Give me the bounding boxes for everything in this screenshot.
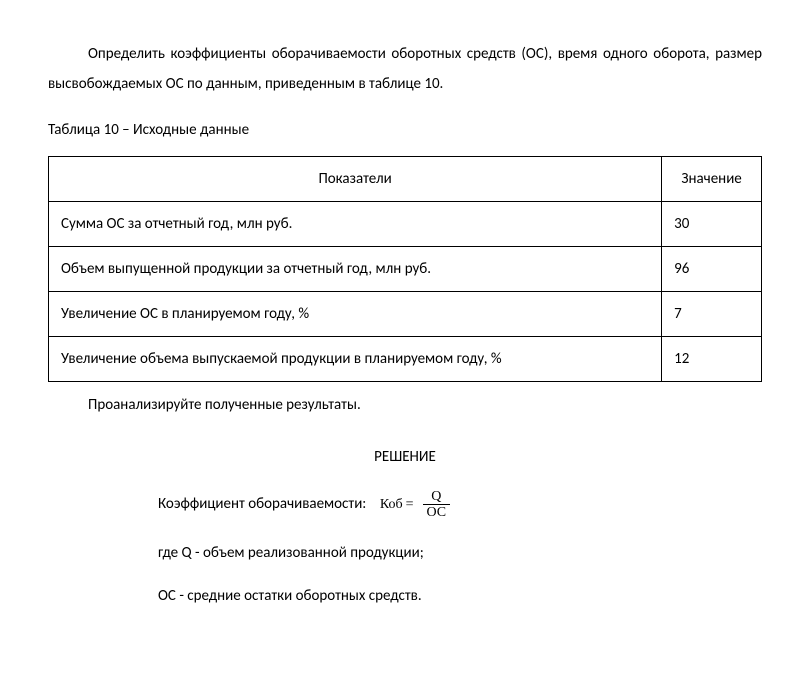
definition-q: где Q - объем реализованной продукции; xyxy=(48,542,762,565)
formula-expression: Коб = Q ОС xyxy=(372,489,450,521)
solution-heading: РЕШЕНИЕ xyxy=(48,446,762,469)
table-cell-value: 7 xyxy=(662,291,762,336)
fraction: Q ОС xyxy=(423,489,451,521)
table-cell-value: 30 xyxy=(662,201,762,246)
table-cell-label: Увеличение ОС в планируемом году, % xyxy=(49,291,662,336)
table-cell-label: Сумма ОС за отчетный год, млн руб. xyxy=(49,201,662,246)
table-cell-value: 96 xyxy=(662,246,762,291)
table-header-indicators: Показатели xyxy=(49,156,662,201)
table-row: Сумма ОС за отчетный год, млн руб. 30 xyxy=(49,201,762,246)
fraction-denominator: ОС xyxy=(423,504,451,520)
table-cell-label: Увеличение объема выпускаемой продукции … xyxy=(49,336,662,381)
definition-os: ОС - средние остатки оборотных средств. xyxy=(48,585,762,608)
table-row: Увеличение объема выпускаемой продукции … xyxy=(49,336,762,381)
data-table: Показатели Значение Сумма ОС за отчетный… xyxy=(48,156,762,382)
table-caption: Таблица 10 – Исходные данные xyxy=(48,119,762,142)
followup-text: Проанализируйте полученные результаты. xyxy=(48,394,762,417)
turnover-coefficient-line: Коэффициент оборачиваемости: Коб = Q ОС xyxy=(48,489,762,521)
intro-paragraph: Определить коэффициенты оборачиваемости … xyxy=(48,39,762,99)
equals-sign: = xyxy=(406,494,414,515)
table-header-value: Значение xyxy=(662,156,762,201)
table-cell-value: 12 xyxy=(662,336,762,381)
table-cell-label: Объем выпущенной продукции за отчетный г… xyxy=(49,246,662,291)
table-header-row: Показатели Значение xyxy=(49,156,762,201)
formula-lhs: Коб xyxy=(380,494,403,515)
table-row: Объем выпущенной продукции за отчетный г… xyxy=(49,246,762,291)
formula-label: Коэффициент оборачиваемости: xyxy=(158,493,366,516)
table-row: Увеличение ОС в планируемом году, % 7 xyxy=(49,291,762,336)
fraction-numerator: Q xyxy=(427,489,445,504)
